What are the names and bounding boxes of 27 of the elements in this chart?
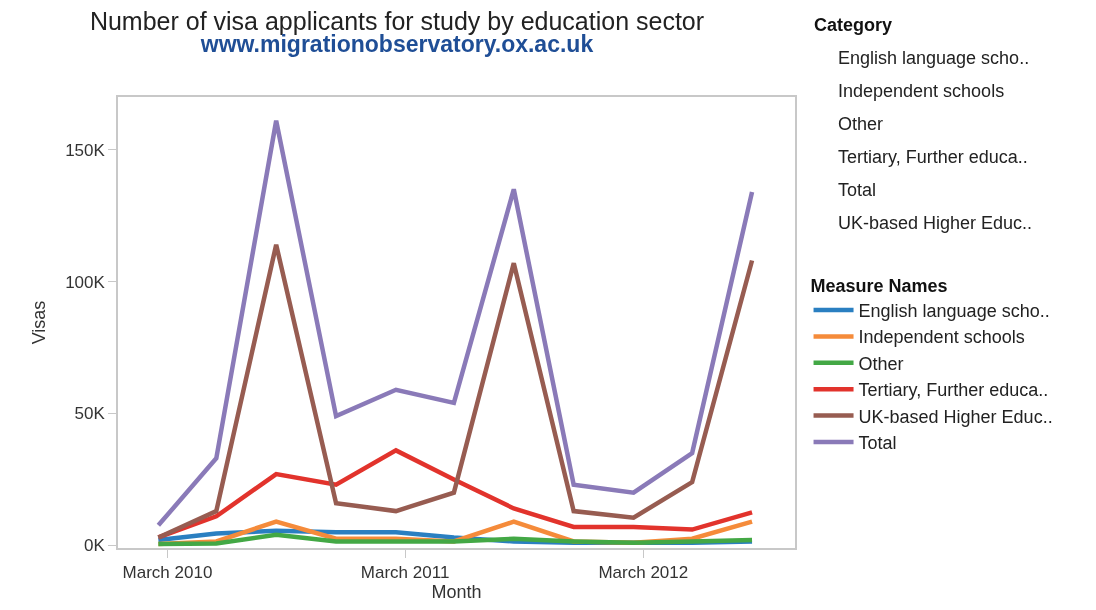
x-axis-title: Month <box>431 582 482 603</box>
text: UK-based Higher Educ.. <box>838 213 1033 233</box>
legend-label: English language scho.. <box>858 301 1050 321</box>
chart-title: Number of visa applicants for study by education sector <box>89 7 705 35</box>
x-tick-label: March 2011 <box>360 563 450 583</box>
legend-label: Independent schools <box>858 327 1025 348</box>
y-tick-label: 100K <box>65 272 106 292</box>
x-tick-label: March 2010 <box>122 563 213 583</box>
y-tick-label: 150K <box>65 140 106 160</box>
legend-label: Tertiary, Further educa.. <box>858 380 1049 401</box>
line-series <box>156 242 755 540</box>
y-tick-label: 50K <box>74 404 106 424</box>
legend-label: UK-based Higher Educ.. <box>858 406 1053 427</box>
y-tick-label: 0K <box>84 536 106 556</box>
text: Category <box>814 15 893 35</box>
text: English language scho.. <box>838 48 1030 68</box>
text: Other <box>838 114 884 134</box>
text: Independent schools <box>838 81 1005 101</box>
y-axis-title: Visas <box>28 300 49 345</box>
line-series <box>156 532 755 547</box>
legend-title: Measure Names <box>810 275 948 296</box>
text: Total <box>838 180 877 200</box>
text: Tertiary, Further educa.. <box>838 147 1028 167</box>
x-tick-label: March 2012 <box>598 563 689 583</box>
legend-label: Other <box>858 353 904 374</box>
legend-label: Total <box>858 433 897 453</box>
line-series <box>156 118 755 528</box>
